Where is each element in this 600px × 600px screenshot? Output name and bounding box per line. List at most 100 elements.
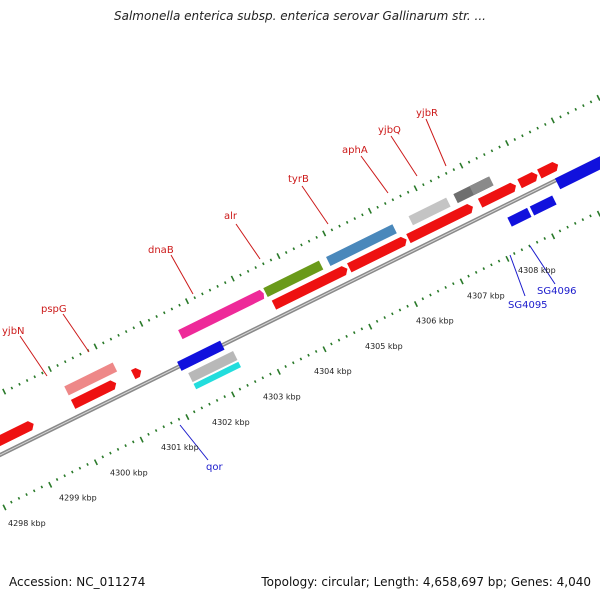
gene-arrow[interactable] <box>406 202 475 244</box>
scale-label: 4308 kbp <box>518 266 556 275</box>
tick-mark <box>452 168 456 172</box>
gene-arrow[interactable] <box>517 170 539 189</box>
tick-mark <box>375 319 379 323</box>
gene-arrow[interactable] <box>554 143 600 190</box>
tick-mark <box>292 247 296 251</box>
gene-label[interactable]: dnaB <box>148 245 174 256</box>
scale-label: 4304 kbp <box>314 367 352 376</box>
gene-arrow-aphA[interactable] <box>408 197 451 226</box>
gene-label[interactable]: yjbQ <box>378 125 401 136</box>
tick-mark <box>276 368 281 375</box>
gene-arrow[interactable] <box>537 160 560 179</box>
tick-mark <box>79 352 82 356</box>
tick-mark <box>177 417 181 421</box>
gene-arrow[interactable] <box>193 361 242 390</box>
gene-arrow[interactable] <box>130 366 143 380</box>
gene-arrow[interactable] <box>177 340 225 371</box>
tick-mark <box>459 162 464 169</box>
tick-mark <box>551 233 556 240</box>
gene-arrow[interactable] <box>271 264 350 310</box>
scale-labels: 4298 kbp 4299 kbp 4300 kbp 4301 kbp 4302 kbp… <box>8 266 556 528</box>
tick-mark <box>184 298 190 305</box>
gene-label[interactable]: tyrB <box>288 174 309 185</box>
tick-mark <box>147 432 150 436</box>
tick-mark <box>18 382 21 386</box>
tick-mark <box>330 342 333 346</box>
gene-label[interactable]: pspG <box>41 304 67 315</box>
gene-arrow[interactable] <box>70 379 118 409</box>
gene-arrow[interactable] <box>477 181 518 208</box>
gene-label[interactable]: aphA <box>342 145 368 156</box>
tick-mark <box>307 353 310 357</box>
tick-mark <box>109 451 112 455</box>
tick-mark <box>467 160 471 164</box>
tick-mark <box>421 297 425 301</box>
tick-mark <box>338 224 341 228</box>
top-leader-lines <box>19 118 447 377</box>
tick-mark <box>63 474 66 478</box>
gene-arrow-tyrB[interactable] <box>326 224 397 267</box>
gene-arrow-SG4096[interactable] <box>529 195 557 216</box>
gene-arrow-yjbR[interactable] <box>469 176 494 196</box>
tick-mark <box>162 425 166 429</box>
forward-strand-genes <box>0 160 560 448</box>
tick-mark <box>535 240 539 244</box>
tick-mark <box>147 318 151 322</box>
gene-label[interactable]: SG4096 <box>537 286 577 297</box>
tick-mark <box>253 380 257 384</box>
tick-mark <box>361 213 364 217</box>
tick-mark <box>314 349 318 353</box>
gene-arrow[interactable] <box>347 235 409 273</box>
tick-mark <box>589 214 592 218</box>
gene-label[interactable]: qor <box>206 462 223 473</box>
tick-mark <box>422 183 425 187</box>
tick-mark <box>292 361 295 365</box>
tick-mark <box>337 338 341 342</box>
tick-mark <box>155 315 158 318</box>
tick-mark <box>581 218 585 222</box>
tick-mark <box>163 311 166 315</box>
gene-label[interactable]: yjbR <box>416 108 438 119</box>
tick-mark <box>520 248 524 252</box>
tick-mark <box>116 447 120 451</box>
gene-arrow-qor[interactable] <box>188 350 238 383</box>
tick-mark <box>208 288 212 292</box>
tick-mark <box>284 251 288 254</box>
gene-arrow[interactable] <box>178 289 266 340</box>
tick-mark <box>322 230 327 237</box>
tick-mark <box>40 485 44 489</box>
scale-label: 4302 kbp <box>212 418 250 427</box>
gene-arrow-alr[interactable] <box>263 260 324 298</box>
tick-mark <box>300 243 303 247</box>
tick-mark <box>223 395 226 399</box>
gene-label[interactable]: alr <box>224 211 238 222</box>
tick-mark <box>398 308 402 312</box>
tick-mark <box>10 386 14 390</box>
tick-mark <box>109 337 113 341</box>
top-gene-labels: yjbN pspG dnaB alr tyrB aphA yjbQ yjbR <box>2 108 438 337</box>
tick-mark <box>406 304 409 308</box>
tick-mark <box>589 100 593 104</box>
gene-arrow-yjbN[interactable] <box>64 362 118 396</box>
tick-mark <box>573 221 577 225</box>
gene-label[interactable]: yjbN <box>2 326 25 337</box>
tick-mark <box>200 406 204 410</box>
gene-arrow[interactable] <box>0 419 36 448</box>
gene-label[interactable]: SG4095 <box>508 300 548 311</box>
gene-arrow-SG4095[interactable] <box>507 207 532 227</box>
tick-mark <box>521 134 524 138</box>
tick-mark <box>2 504 7 511</box>
tick-mark <box>566 111 570 115</box>
tick-mark <box>391 312 394 316</box>
tick-mark <box>550 117 555 124</box>
tick-mark <box>269 372 272 376</box>
tick-mark <box>246 383 249 387</box>
tick-mark <box>436 289 440 293</box>
tick-mark <box>559 115 562 119</box>
tick-mark <box>71 470 74 474</box>
tick-mark <box>215 398 219 402</box>
tick-mark <box>444 285 447 289</box>
scale-label: 4305 kbp <box>365 342 403 351</box>
tick-mark <box>124 444 127 448</box>
tick-mark <box>231 391 236 398</box>
